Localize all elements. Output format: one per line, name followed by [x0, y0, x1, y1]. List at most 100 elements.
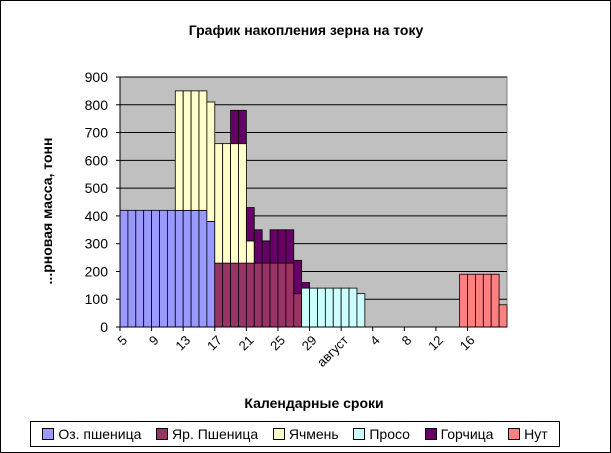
bar-segment — [482, 273, 492, 328]
bar-segment — [293, 259, 303, 295]
x-tick-label: 12 — [425, 333, 446, 354]
bar-segment — [159, 209, 168, 328]
x-tick-label: 29 — [299, 333, 320, 354]
legend-item: Просо — [353, 426, 410, 442]
legend-item: Нут — [508, 426, 548, 442]
bar-segment — [285, 229, 295, 264]
legend-swatch — [353, 428, 366, 440]
bar-segment — [174, 90, 184, 211]
legend-swatch — [424, 428, 437, 440]
bar-segment — [166, 209, 176, 328]
bar-segment — [324, 287, 334, 328]
bar-segment — [206, 101, 216, 222]
legend-swatch — [508, 428, 521, 440]
y-tick-label: 700 — [85, 125, 109, 141]
chart-title: График накопления зерна на току — [189, 22, 424, 38]
bar-segment — [182, 209, 192, 328]
bar-segment — [198, 90, 208, 211]
bar-segment — [238, 143, 247, 264]
x-axis-label: Календарные сроки — [244, 395, 383, 411]
y-tick-label: 100 — [85, 291, 109, 307]
bar-segment — [261, 262, 271, 328]
y-axis-ticks: 0 100 200 300 400 500 600 700 800 900 — [85, 69, 507, 335]
bar-segment — [182, 90, 192, 211]
x-tick-label: 16 — [457, 333, 478, 354]
bar-segment — [269, 229, 279, 264]
legend-swatch — [156, 428, 169, 440]
bar-segment — [198, 209, 208, 328]
bar-segment — [230, 109, 239, 145]
legend: Оз. пшеница Яр. Пшеница Ячмень Просо Горчица… — [30, 421, 560, 447]
bar-segment — [277, 262, 287, 328]
bar-segment — [356, 293, 366, 328]
bar-segment — [317, 287, 326, 328]
legend-label: Оз. пшеница — [58, 426, 142, 442]
bar-segment — [222, 262, 231, 328]
bar-segment — [332, 287, 342, 328]
legend-swatch — [42, 428, 55, 440]
bar-segment — [214, 262, 224, 328]
y-tick-label: 800 — [85, 97, 109, 113]
legend-item: Ячмень — [272, 426, 339, 442]
bar-segment — [135, 209, 145, 328]
bar-segment — [143, 209, 152, 328]
bar-segment — [475, 273, 484, 328]
y-tick-label: 400 — [85, 208, 109, 224]
bar-segment — [459, 273, 468, 328]
bar-segment — [245, 262, 255, 328]
bar-segment — [301, 287, 310, 328]
x-tick-label: 5 — [114, 333, 130, 349]
bar-segment — [285, 262, 295, 328]
y-axis-label: ...рновая масса, тонн — [39, 138, 55, 285]
bar-segment — [498, 304, 508, 328]
x-tick-label: 9 — [146, 333, 162, 349]
bar-segment — [238, 109, 247, 145]
x-tick-label: август — [314, 332, 351, 369]
legend-label: Просо — [369, 426, 410, 442]
x-tick-label: 21 — [236, 333, 257, 354]
legend-item: Оз. пшеница — [42, 426, 141, 442]
bar-segment — [269, 262, 279, 328]
bar-segment — [293, 293, 303, 328]
legend-label: Яр. Пшеница — [172, 426, 259, 442]
bar-segment — [253, 262, 263, 328]
bar-segment — [222, 143, 231, 264]
y-tick-label: 200 — [85, 263, 109, 279]
bar-segment — [245, 240, 255, 264]
x-tick-label: 8 — [399, 333, 415, 349]
bar-segment — [238, 262, 247, 328]
legend-swatch — [272, 428, 285, 440]
y-tick-label: 300 — [85, 236, 109, 252]
bar-segment — [119, 209, 129, 328]
bars — [119, 90, 508, 328]
bar-segment — [467, 273, 476, 328]
y-tick-label: 0 — [100, 319, 108, 335]
bar-segment — [253, 229, 263, 264]
legend-label: Ячмень — [288, 426, 339, 442]
x-tick-label: 4 — [367, 333, 383, 349]
bar-segment — [206, 221, 216, 328]
legend-item: Горчица — [424, 426, 494, 442]
x-tick-label: 25 — [267, 333, 288, 354]
bar-segment — [309, 287, 318, 328]
bar-segment — [230, 262, 239, 328]
y-tick-label: 900 — [85, 69, 109, 85]
bar-segment — [261, 240, 271, 264]
bar-segment — [151, 209, 160, 328]
bar-segment — [348, 287, 358, 328]
bar-segment — [214, 143, 224, 264]
bar-segment — [127, 209, 137, 328]
legend-item: Яр. Пшеница — [156, 426, 258, 442]
bar-segment — [174, 209, 184, 328]
y-tick-label: 600 — [85, 152, 109, 168]
x-tick-label: 17 — [204, 333, 225, 354]
bar-segment — [245, 207, 255, 242]
bar-segment — [190, 209, 200, 328]
bar-segment — [190, 90, 200, 211]
legend-label: Горчица — [440, 426, 494, 442]
legend-label: Нут — [524, 426, 548, 442]
bar-segment — [301, 282, 310, 289]
